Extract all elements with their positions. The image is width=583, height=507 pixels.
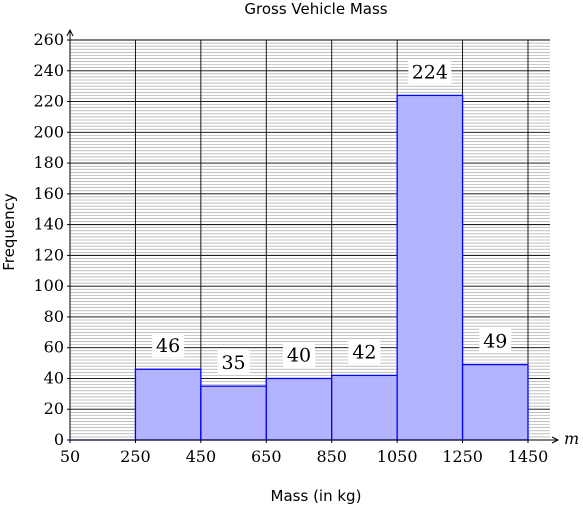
data-label-box bbox=[408, 59, 452, 84]
x-tick-label: 850 bbox=[316, 447, 347, 466]
data-label: 49 bbox=[483, 331, 507, 353]
y-axis-label: Frequency bbox=[0, 193, 18, 271]
x-tick-labels: 50 250 450 650 850 1050 1250 1450 bbox=[60, 440, 549, 466]
x-tick-label: 1250 bbox=[442, 447, 483, 466]
y-tick-label: 100 bbox=[33, 276, 64, 295]
axes bbox=[66, 28, 560, 444]
y-tick-label: 0 bbox=[54, 430, 64, 449]
chart-title: Gross Vehicle Mass bbox=[244, 0, 387, 18]
data-label: 224 bbox=[412, 61, 448, 83]
data-labels: 46 35 40 42 224 49 bbox=[152, 59, 512, 375]
y-tick-label: 20 bbox=[44, 399, 64, 418]
histogram-bar bbox=[331, 374, 398, 441]
x-tick-label: 250 bbox=[120, 447, 151, 466]
y-tick-labels: 0 20 40 60 80 100 120 140 160 180 200 220 240 260 bbox=[33, 30, 70, 449]
y-tick-label: 240 bbox=[33, 61, 64, 80]
histogram-bar bbox=[396, 94, 464, 441]
x-axis-label: Mass (in kg) bbox=[271, 487, 362, 505]
y-tick-label: 220 bbox=[33, 92, 64, 111]
y-axis-arrow bbox=[66, 28, 74, 37]
histogram-bar bbox=[265, 377, 333, 441]
x-tick-label: 1450 bbox=[508, 447, 549, 466]
y-tick-label: 140 bbox=[33, 215, 64, 234]
x-tick-label: 50 bbox=[60, 447, 80, 466]
data-label: 42 bbox=[352, 341, 376, 363]
data-label: 35 bbox=[221, 352, 245, 374]
histogram-bar bbox=[461, 363, 529, 441]
data-label-box bbox=[479, 328, 512, 353]
y-tick-label: 120 bbox=[33, 245, 64, 264]
histogram-bar bbox=[200, 385, 267, 441]
y-tick-label: 80 bbox=[44, 307, 64, 326]
histogram-bar bbox=[134, 368, 202, 441]
x-tick-label: 450 bbox=[186, 447, 217, 466]
x-axis-variable: m bbox=[564, 429, 579, 448]
data-label-box bbox=[283, 342, 315, 367]
y-tick-label: 160 bbox=[33, 184, 64, 203]
x-axis-arrow bbox=[551, 436, 560, 444]
y-tick-label: 200 bbox=[33, 122, 64, 141]
data-label-box bbox=[217, 350, 250, 375]
y-tick-label: 40 bbox=[44, 368, 64, 387]
data-label-box bbox=[348, 339, 381, 364]
y-tick-label: 60 bbox=[44, 338, 64, 357]
data-label: 46 bbox=[156, 335, 180, 357]
y-tick-label: 180 bbox=[33, 153, 64, 172]
x-tick-label: 650 bbox=[251, 447, 282, 466]
data-label: 40 bbox=[287, 344, 311, 366]
y-tick-label: 260 bbox=[33, 30, 64, 49]
data-label-box bbox=[152, 333, 185, 358]
x-tick-label: 1050 bbox=[377, 447, 418, 466]
